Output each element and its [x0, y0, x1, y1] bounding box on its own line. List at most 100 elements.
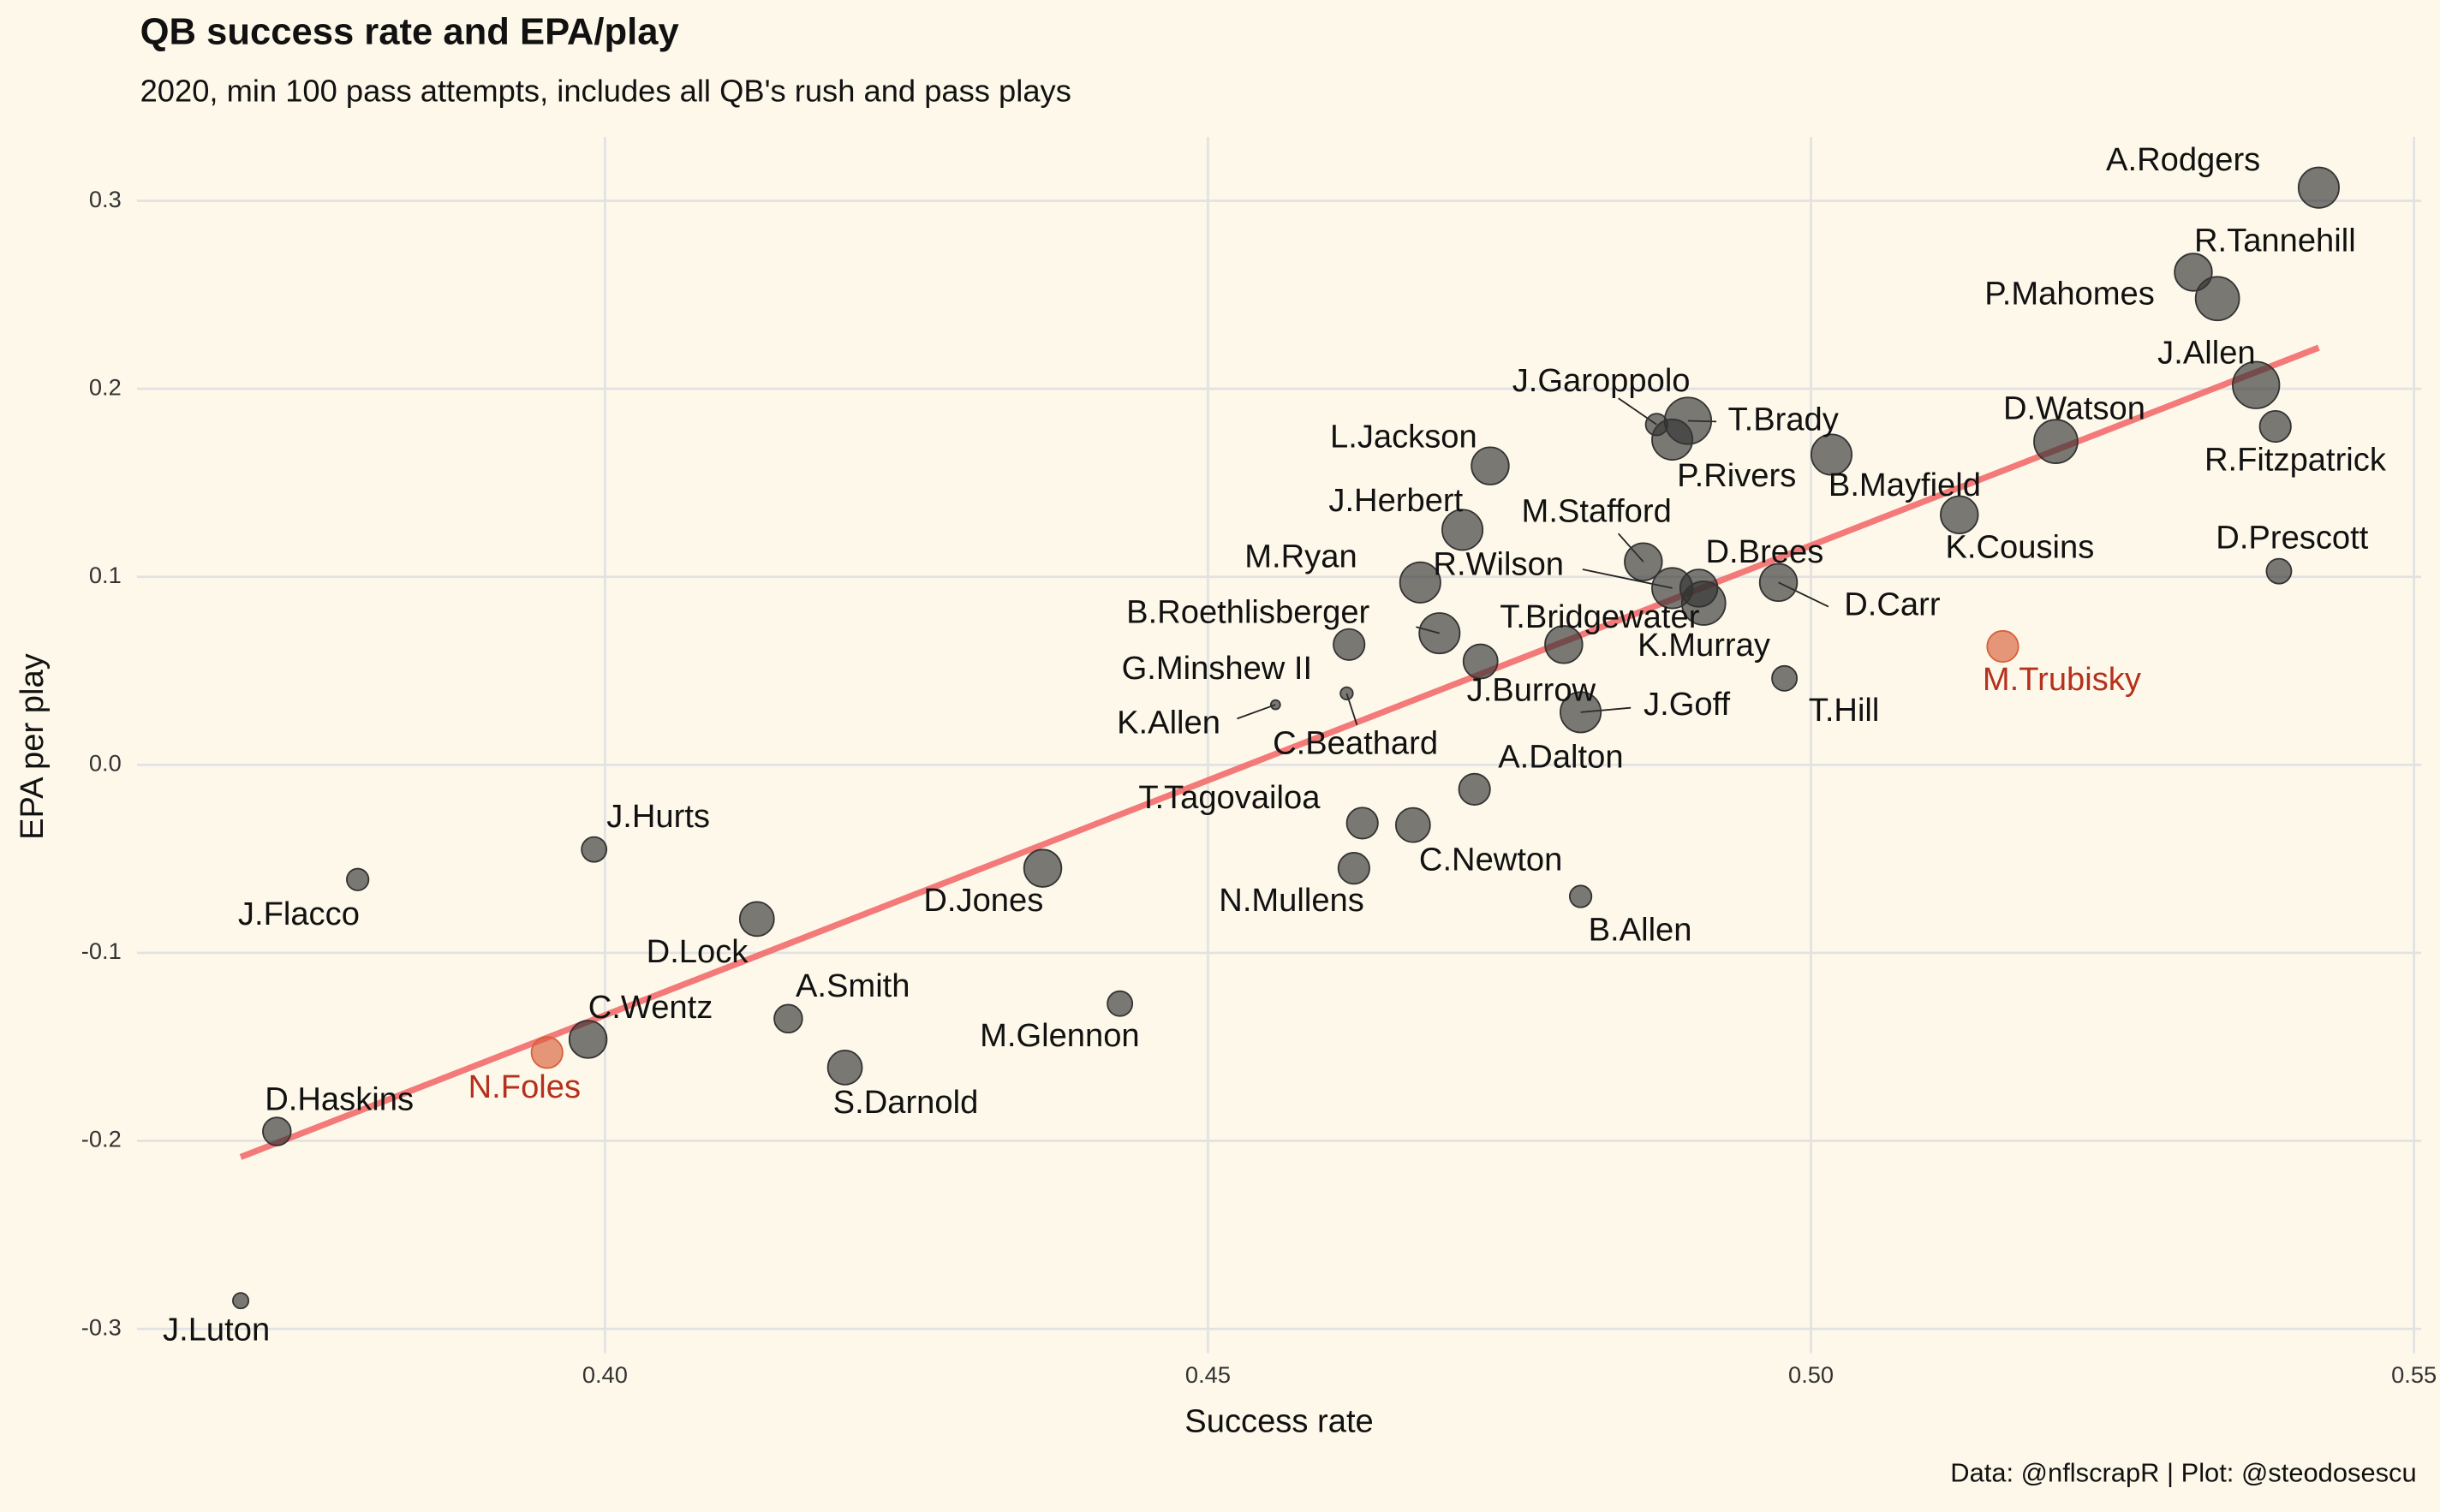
x-tick-label: 0.45 — [1185, 1361, 1231, 1388]
x-tick-label: 0.55 — [2391, 1361, 2437, 1388]
point — [262, 1116, 292, 1146]
point-label: J.Goff — [1644, 686, 1730, 723]
x-tick-label: 0.40 — [582, 1361, 628, 1388]
point-label: A.Dalton — [1498, 739, 1623, 776]
point — [773, 1003, 803, 1034]
point-label: B.Mayfield — [1829, 467, 1981, 503]
point-label: T.Bridgewater — [1500, 598, 1699, 635]
point-label: L.Jackson — [1330, 418, 1477, 455]
point — [738, 901, 775, 938]
point-label: T.Brady — [1728, 401, 1839, 438]
point-label: P.Rivers — [1677, 457, 1796, 494]
point-label: N.Mullens — [1219, 882, 1364, 919]
point-label: J.Luton — [163, 1311, 270, 1348]
point — [1471, 446, 1510, 485]
point-label: R.Fitzpatrick — [2204, 442, 2387, 479]
y-tick-label: 0.1 — [89, 562, 122, 588]
point — [2194, 276, 2240, 322]
point-label: G.Minshew II — [1122, 650, 1313, 687]
point — [2258, 409, 2292, 443]
point-label: J.Burrow — [1467, 672, 1596, 709]
point-label: J.Flacco — [238, 896, 360, 932]
point-label: A.Rodgers — [2106, 141, 2260, 178]
point — [1810, 433, 1853, 476]
y-tick-label: 0.2 — [89, 373, 122, 400]
x-tick-label: 0.50 — [1788, 1361, 1834, 1388]
point — [1568, 884, 1593, 908]
point — [232, 1292, 250, 1310]
point — [1986, 629, 2019, 664]
point — [1394, 807, 1431, 843]
point-label: K.Allen — [1117, 705, 1220, 741]
chart-title: QB success rate and EPA/play — [140, 11, 680, 52]
point — [1441, 509, 1484, 551]
y-axis-label: EPA per play — [14, 653, 51, 840]
point — [1458, 772, 1491, 806]
point-label: D.Jones — [923, 882, 1043, 919]
point — [1399, 561, 1441, 604]
point-label: C.Beathard — [1273, 724, 1438, 761]
point-label: C.Wentz — [588, 989, 713, 1026]
point-label: J.Herbert — [1328, 482, 1463, 519]
point — [568, 1020, 608, 1059]
point-label: N.Foles — [468, 1069, 581, 1105]
point — [1418, 612, 1461, 655]
x-axis-label: Success rate — [1184, 1403, 1373, 1440]
point-label: D.Carr — [1844, 586, 1941, 623]
point — [1624, 542, 1663, 581]
point-label: B.Roethlisberger — [1126, 594, 1369, 631]
point — [1339, 686, 1354, 701]
point — [2033, 419, 2079, 464]
point — [826, 1049, 863, 1086]
point — [2232, 360, 2281, 409]
point-label: A.Smith — [796, 967, 910, 1004]
point-label: K.Murray — [1638, 627, 1770, 664]
point-label: J.Allen — [2157, 334, 2255, 371]
point-label: K.Cousins — [1945, 528, 2094, 565]
y-tick-label: -0.2 — [81, 1126, 122, 1152]
point-label: D.Lock — [647, 933, 749, 970]
point — [1680, 580, 1727, 626]
point-label: M.Trubisky — [1983, 661, 2141, 698]
point-label: J.Hurts — [606, 798, 710, 835]
y-tick-label: 0.0 — [89, 750, 122, 777]
point — [1651, 418, 1694, 461]
point — [1345, 807, 1379, 840]
point — [1337, 852, 1370, 885]
point — [346, 867, 370, 891]
point — [1107, 990, 1134, 1017]
point — [2297, 166, 2340, 209]
point-label: B.Allen — [1589, 911, 1692, 948]
point — [1544, 625, 1584, 664]
point-label: D.Haskins — [265, 1080, 414, 1117]
point-label: R.Tannehill — [2194, 223, 2356, 259]
point-label: C.Newton — [1419, 842, 1562, 878]
point — [581, 836, 608, 863]
point-label: M.Glennon — [980, 1017, 1140, 1054]
point — [1771, 664, 1799, 692]
leader-line — [1237, 704, 1276, 720]
point-label: D.Prescott — [2216, 520, 2368, 557]
point-label: T.Hill — [1809, 692, 1880, 729]
point — [1940, 495, 1979, 534]
point — [1269, 699, 1281, 711]
point-label: D.Watson — [2003, 390, 2145, 427]
point-label: S.Darnold — [833, 1084, 979, 1121]
chart-subtitle: 2020, min 100 pass attempts, includes al… — [140, 74, 1071, 109]
point — [1333, 628, 1366, 661]
y-tick-label: -0.3 — [81, 1313, 122, 1340]
point — [1758, 563, 1799, 603]
point-label: P.Mahomes — [1984, 275, 2155, 312]
point — [1023, 848, 1063, 888]
point — [1560, 691, 1602, 734]
point-label: D.Brees — [1706, 533, 1824, 570]
point-label: R.Wilson — [1433, 545, 1564, 582]
point — [2265, 557, 2293, 585]
y-tick-label: 0.3 — [89, 186, 122, 212]
point-label: J.Garoppolo — [1512, 362, 1691, 399]
y-tick-label: -0.1 — [81, 938, 122, 964]
point-label: M.Ryan — [1244, 538, 1357, 574]
point-label: M.Stafford — [1522, 493, 1672, 530]
